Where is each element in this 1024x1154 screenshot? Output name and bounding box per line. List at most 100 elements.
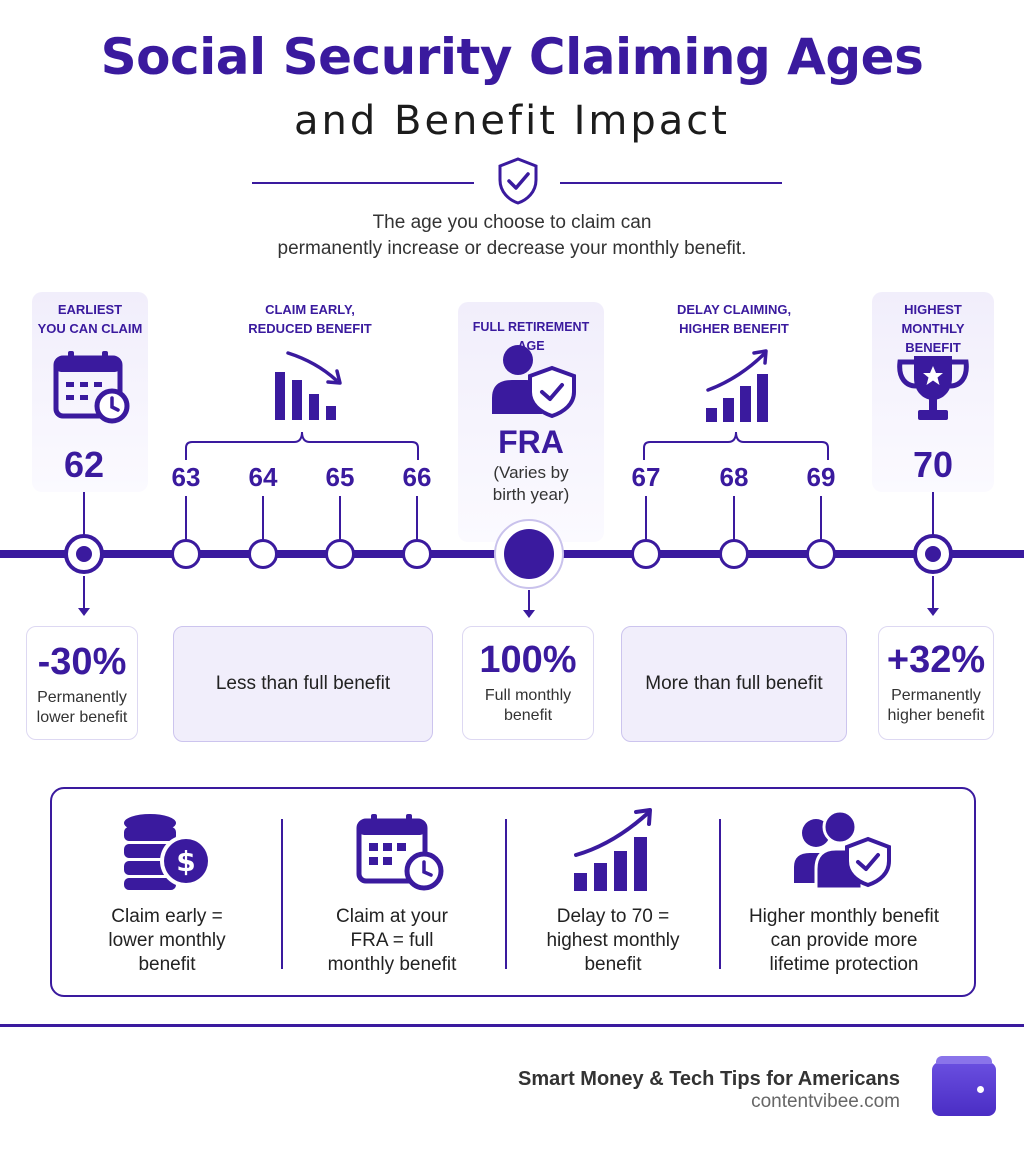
result-pct-fra: 100% [479,639,577,681]
stage-label-delay-line2: HIGHER BENEFIT [679,321,789,336]
age-70: 70 [912,444,954,485]
timeline-marker-70 [913,534,953,574]
intro-line-1: The age you choose to claim can [372,212,652,233]
summary-text-4: Higher monthly benefit can provide more … [729,905,959,977]
timeline-marker-63 [171,539,201,569]
arrow-down-62 [78,576,90,616]
age-68: 68 [719,462,749,492]
fra-title: FRA [498,424,564,460]
person-shield-icon [492,345,576,418]
result-desc-62-line1: Permanently [37,689,127,706]
result-desc-fra-line2: benefit [503,707,553,724]
declining-bar-chart-icon [275,351,342,420]
summary-divider-2 [505,819,507,969]
summary-text-3-line3: benefit [584,954,642,975]
summary-divider-1 [281,819,283,969]
calendar-clock-icon [53,351,130,424]
timeline-marker-67 [631,539,661,569]
tick-66 [416,496,418,552]
summary-text-2: Claim at your FRA = full monthly benefit [292,905,492,977]
timeline-marker-66 [402,539,432,569]
summary-text-1-line1: Claim early = [111,906,223,927]
age-67: 67 [631,462,661,492]
summary-text-2-line2: FRA = full [350,930,434,951]
summary-text-2-line1: Claim at your [336,906,448,927]
stage-label-earliest-line1: EARLIEST [57,302,123,317]
footer-url[interactable]: contentvibee.com [751,1091,900,1112]
calendar-clock-icon [356,814,444,891]
arrow-down-fra [523,590,535,618]
fra-note-line2: birth year) [492,485,570,504]
tick-62 [83,492,85,552]
result-desc-70: Permanently higher benefit [879,686,993,726]
page-subtitle: and Benefit Impact [294,98,730,144]
wallet-icon [932,1056,996,1116]
result-card-delay: More than full benefit [621,626,847,742]
result-card-70: +32% Permanently higher benefit [878,626,994,740]
stage-label-highest-line2: MONTHLY BENEFIT [901,321,965,355]
fra-note: (Varies by birth year) [458,462,604,506]
timeline-marker-64 [248,539,278,569]
result-card-fra: 100% Full monthly benefit [462,626,594,740]
bracket-early [185,431,419,460]
tick-63 [185,496,187,552]
stage-label-delay: DELAY CLAIMING, HIGHER BENEFIT [644,300,824,338]
summary-text-4-line3: lifetime protection [769,954,919,975]
trophy-icon [897,356,969,420]
arrow-down-70 [927,576,939,616]
result-desc-70-line2: higher benefit [887,707,985,724]
timeline-marker-65 [325,539,355,569]
result-card-early: Less than full benefit [173,626,433,742]
age-63: 63 [171,462,201,492]
bracket-delay [643,431,829,460]
header-divider-left [252,182,474,184]
tick-69 [820,496,822,552]
stage-label-early: CLAIM EARLY, REDUCED BENEFIT [220,300,400,338]
rising-bar-chart-icon [706,349,768,422]
age-66: 66 [402,462,432,492]
stage-label-earliest: EARLIEST YOU CAN CLAIM [32,300,148,338]
stage-label-early-line1: CLAIM EARLY, [265,302,355,317]
page-title: Social Security Claiming Ages [100,28,924,86]
rising-bar-chart-icon [574,808,652,891]
footer-brand: Smart Money & Tech Tips for Americans [518,1068,900,1090]
fra-note-line1: (Varies by [493,463,569,482]
summary-text-1: Claim early = lower monthly benefit [72,905,262,977]
svg-text:$: $ [176,845,195,878]
stage-label-early-line2: REDUCED BENEFIT [248,321,372,336]
intro-line-2: permanently increase or decrease your mo… [277,238,747,259]
result-desc-62: Permanently lower benefit [27,688,137,728]
result-desc-fra-line1: Full monthly [484,687,572,704]
tick-68 [733,496,735,552]
stage-label-highest-line1: HIGHEST [904,302,962,317]
age-65: 65 [325,462,355,492]
tick-67 [645,496,647,552]
timeline-marker-68 [719,539,749,569]
footer-divider [0,1024,1024,1027]
summary-text-3-line2: highest monthly [546,930,680,951]
summary-text-4-line1: Higher monthly benefit [748,906,940,927]
header-divider-right [560,182,782,184]
timeline-marker-62 [64,534,104,574]
timeline-marker-69 [806,539,836,569]
stage-card-fra [458,302,604,542]
age-64: 64 [248,462,278,492]
result-desc-fra: Full monthly benefit [463,686,593,726]
summary-text-2-line3: monthly benefit [327,954,457,975]
tick-64 [262,496,264,552]
summary-text-4-line2: can provide more [770,930,918,951]
intro-text: The age you choose to claim can permanen… [0,210,1024,262]
stage-label-delay-line1: DELAY CLAIMING, [676,302,792,317]
summary-text-1-line3: benefit [138,954,196,975]
result-pct-70: +32% [886,639,986,681]
summary-text-1-line2: lower monthly [108,930,226,951]
summary-text-3-line1: Delay to 70 = [556,906,670,927]
result-card-62: -30% Permanently lower benefit [26,626,138,740]
coins-dollar-icon: $ [124,814,212,890]
stage-label-earliest-line2: YOU CAN CLAIM [37,321,143,336]
shield-check-icon [498,157,538,205]
result-desc-62-line2: lower benefit [36,709,128,726]
summary-divider-3 [719,819,721,969]
age-69: 69 [806,462,836,492]
people-shield-icon [794,809,891,891]
